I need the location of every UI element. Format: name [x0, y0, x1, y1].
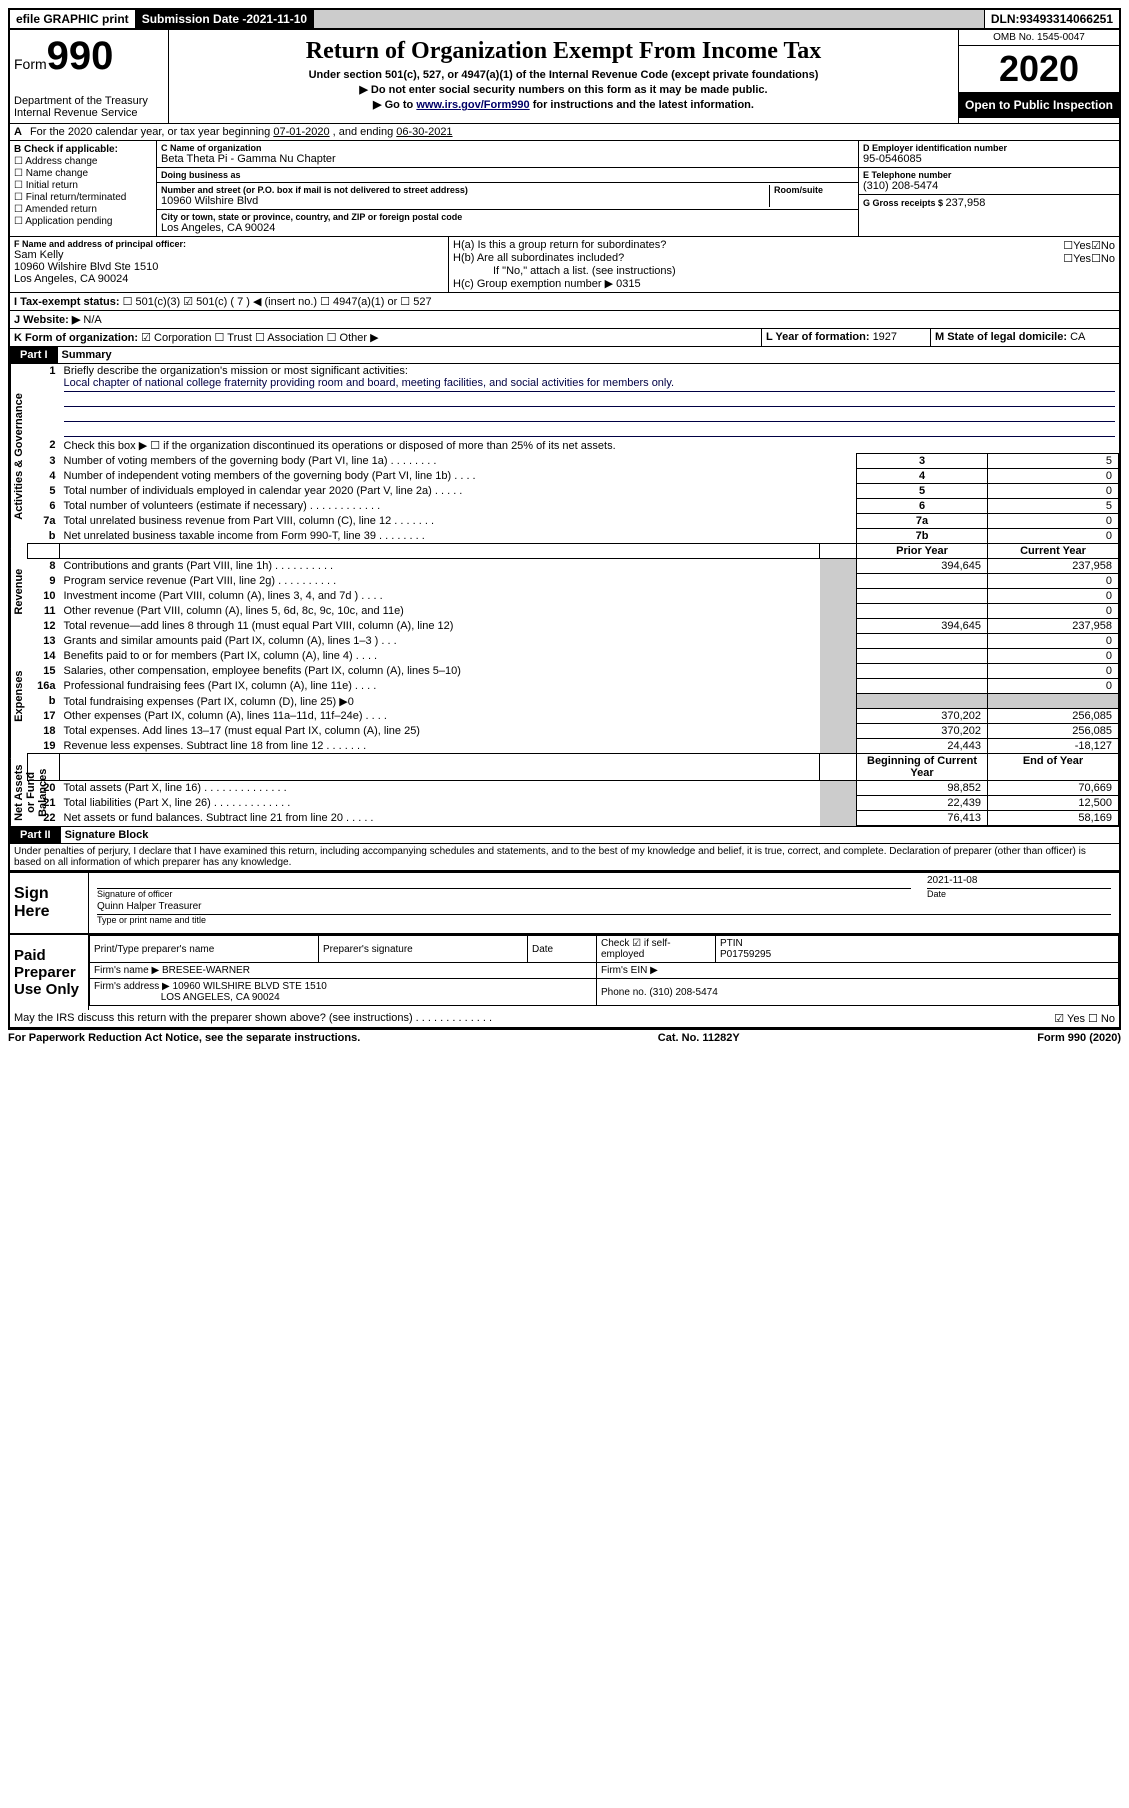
submission-date: Submission Date - 2021-11-10	[136, 10, 314, 28]
form-of-org[interactable]: ☑ Corporation ☐ Trust ☐ Association ☐ Ot…	[141, 332, 378, 344]
Ha-yes[interactable]: ☐Yes	[1063, 239, 1091, 252]
officer-name: Sam Kelly	[14, 249, 444, 261]
chk-address-change[interactable]: ☐ Address change	[14, 156, 152, 167]
part1-header: Part I Summary	[10, 347, 1119, 364]
state-domicile: CA	[1070, 331, 1085, 343]
section-FH: F Name and address of principal officer:…	[10, 237, 1119, 293]
section-C: C Name of organization Beta Theta Pi - G…	[157, 141, 859, 236]
Hb-yes[interactable]: ☐Yes	[1063, 252, 1091, 265]
header: Form990 Department of the Treasury Inter…	[10, 30, 1119, 124]
sign-here: Sign Here Signature of officer 2021-11-0…	[10, 871, 1119, 933]
firm-name: BRESEE-WARNER	[162, 965, 250, 976]
line2[interactable]: Check this box ▶ ☐ if the organization d…	[60, 438, 1119, 454]
ptin: P01759295	[720, 949, 771, 960]
goto-link-line: ▶ Go to www.irs.gov/Form990 for instruct…	[177, 98, 950, 111]
line-A: A For the 2020 calendar year, or tax yea…	[10, 124, 1119, 141]
declaration: Under penalties of perjury, I declare th…	[10, 844, 1119, 871]
form-frame: Form990 Department of the Treasury Inter…	[8, 30, 1121, 1030]
dln: DLN: 93493314066251	[985, 10, 1119, 28]
form-number-cell: Form990 Department of the Treasury Inter…	[10, 30, 169, 123]
sign-date: 2021-11-08	[927, 873, 1111, 889]
mission: Local chapter of national college frater…	[64, 377, 1115, 392]
firm-addr1: 10960 WILSHIRE BLVD STE 1510	[173, 981, 327, 992]
department: Department of the Treasury Internal Reve…	[14, 95, 164, 119]
website: N/A	[83, 314, 101, 326]
section-I: I Tax-exempt status: ☐ 501(c)(3) ☑ 501(c…	[10, 293, 1119, 311]
discuss-no[interactable]: ☐ No	[1088, 1013, 1115, 1025]
chk-self-employed[interactable]: Check ☑ if self-employed	[597, 936, 716, 963]
year-cell: OMB No. 1545-0047 2020 Open to Public In…	[959, 30, 1119, 123]
officer-addr1: 10960 Wilshire Blvd Ste 1510	[14, 261, 444, 273]
title-cell: Return of Organization Exempt From Incom…	[169, 30, 959, 123]
discuss-row: May the IRS discuss this return with the…	[10, 1010, 1119, 1028]
tax-year: 2020	[959, 46, 1119, 92]
top-bar: efile GRAPHIC print Submission Date - 20…	[8, 8, 1121, 30]
Ha-no[interactable]: ☑No	[1091, 239, 1115, 252]
open-inspection: Open to Public Inspection	[959, 92, 1119, 118]
form-title: Return of Organization Exempt From Incom…	[177, 38, 950, 65]
footer: For Paperwork Reduction Act Notice, see …	[8, 1030, 1121, 1046]
section-KLM: K Form of organization: ☑ Corporation ☐ …	[10, 329, 1119, 347]
Hc-val: 0315	[616, 278, 640, 290]
paid-preparer: Paid Preparer Use Only Print/Type prepar…	[10, 933, 1119, 1010]
section-BCDEG: B Check if applicable: ☐ Address change …	[10, 141, 1119, 237]
topbar-spacer	[314, 10, 985, 28]
part2-header: Part II Signature Block	[10, 827, 1119, 844]
summary-table: 1Briefly describe the organization's mis…	[27, 364, 1119, 826]
section-J: J Website: ▶ N/A	[10, 311, 1119, 329]
year-formation: 1927	[873, 331, 897, 343]
subtitle-2: ▶ Do not enter social security numbers o…	[177, 83, 950, 96]
form990-link[interactable]: www.irs.gov/Form990	[416, 99, 529, 111]
section-DEG: D Employer identification number 95-0546…	[859, 141, 1119, 236]
chk-name-change[interactable]: ☐ Name change	[14, 168, 152, 179]
city: Los Angeles, CA 90024	[161, 222, 854, 234]
subtitle-1: Under section 501(c), 527, or 4947(a)(1)…	[177, 69, 950, 81]
officer-sig-name: Quinn Halper Treasurer	[97, 899, 1111, 915]
chk-app-pending[interactable]: ☐ Application pending	[14, 216, 152, 227]
firm-phone: (310) 208-5474	[649, 987, 717, 998]
street: 10960 Wilshire Blvd	[161, 195, 769, 207]
chk-initial-return[interactable]: ☐ Initial return	[14, 180, 152, 191]
phone: (310) 208-5474	[863, 180, 1115, 192]
efile-label: efile GRAPHIC print	[10, 10, 136, 28]
omb-number: OMB No. 1545-0047	[959, 30, 1119, 46]
section-H: H(a) Is this a group return for subordin…	[449, 237, 1119, 292]
org-name: Beta Theta Pi - Gamma Nu Chapter	[161, 153, 854, 165]
chk-final-return[interactable]: ☐ Final return/terminated	[14, 192, 152, 203]
tax-exempt-opts[interactable]: ☐ 501(c)(3) ☑ 501(c) ( 7 ) ◀ (insert no.…	[123, 296, 432, 308]
firm-addr2: LOS ANGELES, CA 90024	[161, 992, 280, 1003]
section-B: B Check if applicable: ☐ Address change …	[10, 141, 157, 236]
officer-addr2: Los Angeles, CA 90024	[14, 273, 444, 285]
side-labels: Activities & Governance Revenue Expenses…	[10, 364, 27, 826]
part1-body: Activities & Governance Revenue Expenses…	[10, 364, 1119, 827]
Hb-no[interactable]: ☐No	[1091, 252, 1115, 265]
discuss-yes[interactable]: ☑ Yes	[1054, 1013, 1085, 1025]
ein: 95-0546085	[863, 153, 1115, 165]
chk-amended[interactable]: ☐ Amended return	[14, 204, 152, 215]
gross-receipts: 237,958	[946, 197, 986, 209]
